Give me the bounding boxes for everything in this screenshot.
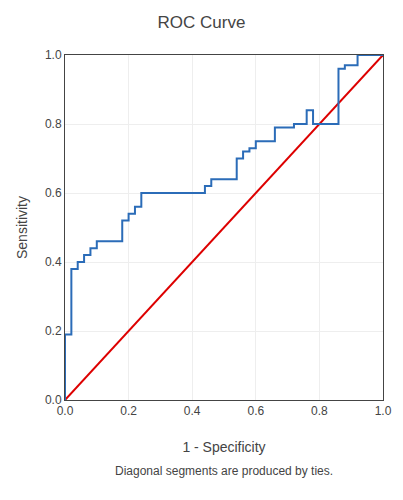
svg-text:1.0: 1.0 bbox=[375, 404, 392, 418]
svg-text:0.0: 0.0 bbox=[45, 393, 62, 407]
svg-text:0.8: 0.8 bbox=[311, 404, 328, 418]
svg-text:1 - Specificity: 1 - Specificity bbox=[182, 439, 265, 455]
svg-text:0.4: 0.4 bbox=[184, 404, 201, 418]
svg-text:0.2: 0.2 bbox=[45, 324, 62, 338]
svg-text:Diagonal segments are produced: Diagonal segments are produced by ties. bbox=[115, 464, 333, 478]
svg-text:Sensitivity: Sensitivity bbox=[14, 196, 30, 259]
svg-text:ROC Curve: ROC Curve bbox=[158, 13, 246, 32]
svg-text:0.0: 0.0 bbox=[57, 404, 74, 418]
svg-text:0.6: 0.6 bbox=[45, 186, 62, 200]
svg-text:1.0: 1.0 bbox=[45, 48, 62, 62]
svg-text:0.2: 0.2 bbox=[120, 404, 137, 418]
svg-text:0.6: 0.6 bbox=[247, 404, 264, 418]
svg-text:0.4: 0.4 bbox=[45, 255, 62, 269]
svg-text:0.8: 0.8 bbox=[45, 117, 62, 131]
